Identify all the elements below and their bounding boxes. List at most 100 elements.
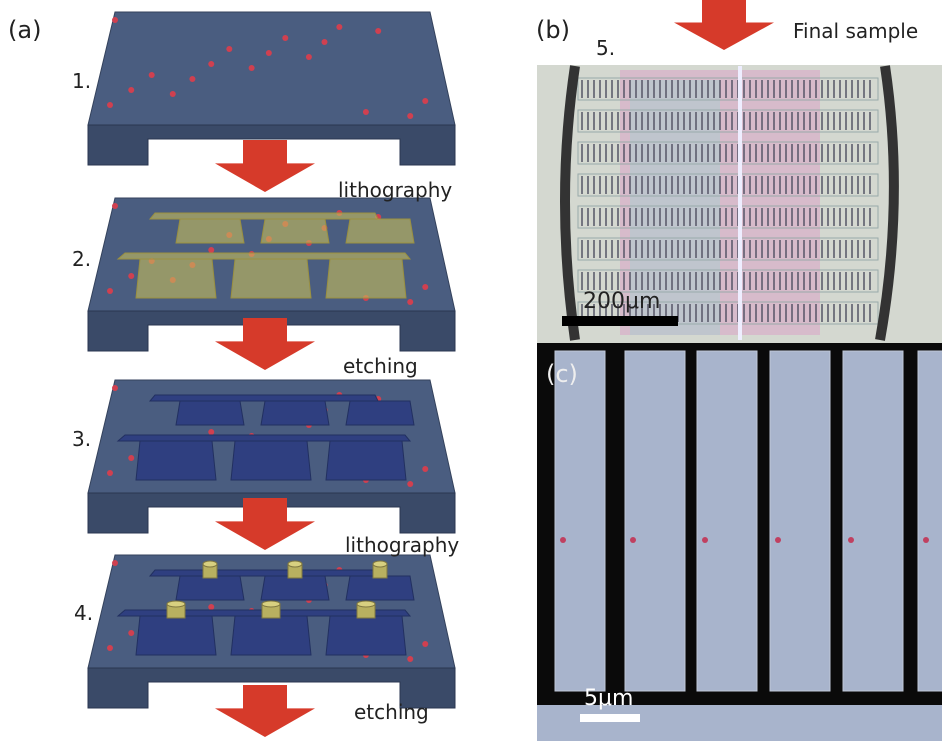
- electrode: [918, 351, 942, 691]
- electrode-bar: [150, 213, 378, 219]
- arrow: [215, 318, 315, 370]
- scale-bar: [562, 316, 678, 326]
- step-label: etching: [354, 700, 429, 724]
- particle: [107, 645, 113, 651]
- defect: [560, 537, 566, 543]
- particle: [208, 429, 214, 435]
- electrode-bar: [150, 570, 378, 576]
- particle: [306, 54, 312, 60]
- particle: [128, 630, 134, 636]
- particle: [189, 76, 195, 82]
- caption: Final sample: [793, 19, 918, 43]
- pad: [346, 401, 414, 425]
- arrow: [215, 685, 315, 737]
- electrode-bar: [118, 435, 410, 441]
- particle: [128, 273, 134, 279]
- particle: [107, 470, 113, 476]
- pad: [326, 259, 406, 298]
- particle: [266, 50, 272, 56]
- pad: [261, 401, 329, 425]
- pad: [176, 401, 244, 425]
- particle: [282, 35, 288, 41]
- pad: [326, 441, 406, 480]
- step-number: 4.: [74, 601, 93, 625]
- particle: [112, 17, 118, 23]
- panel-label: (c): [546, 360, 578, 388]
- defect: [848, 537, 854, 543]
- pad: [346, 219, 414, 243]
- electrode: [697, 351, 757, 691]
- electrode-bar: [118, 253, 410, 259]
- electrode: [555, 351, 605, 691]
- particle: [149, 72, 155, 78]
- pad: [136, 441, 216, 480]
- step-number: 5.: [596, 36, 615, 60]
- defect: [923, 537, 929, 543]
- particle: [422, 98, 428, 104]
- particle: [112, 560, 118, 566]
- particle: [363, 109, 369, 115]
- defect: [775, 537, 781, 543]
- pad: [231, 259, 311, 298]
- particle: [407, 299, 413, 305]
- particle: [208, 604, 214, 610]
- figure: (a) 1. 2. 3. 4. lithography etching lith…: [0, 0, 942, 741]
- panel-label: (b): [536, 16, 570, 44]
- electrode: [625, 351, 685, 691]
- particle: [208, 61, 214, 67]
- step-label: lithography: [338, 178, 452, 202]
- particle: [208, 247, 214, 253]
- particle: [422, 284, 428, 290]
- pad: [346, 576, 414, 600]
- illustrations: [88, 0, 942, 741]
- pad: [261, 219, 329, 243]
- pad: [176, 219, 244, 243]
- particle: [407, 656, 413, 662]
- scale-bar-label: 200μm: [583, 289, 660, 314]
- electrode: [843, 351, 903, 691]
- scale-bar: [580, 714, 640, 722]
- step-label: lithography: [345, 533, 459, 557]
- particle: [375, 28, 381, 34]
- particle: [112, 203, 118, 209]
- particle: [336, 24, 342, 30]
- particle: [112, 385, 118, 391]
- pad: [231, 616, 311, 655]
- step-number: 2.: [72, 247, 91, 271]
- particle: [170, 91, 176, 97]
- particle: [107, 288, 113, 294]
- pad: [176, 576, 244, 600]
- particle: [422, 641, 428, 647]
- panel-label: (a): [8, 16, 41, 44]
- particle: [322, 39, 328, 45]
- pad: [136, 616, 216, 655]
- particle: [107, 102, 113, 108]
- electrode: [770, 351, 830, 691]
- pad: [326, 616, 406, 655]
- defect: [630, 537, 636, 543]
- step-number: 3.: [72, 427, 91, 451]
- pad: [231, 441, 311, 480]
- particle: [407, 113, 413, 119]
- step-label: etching: [343, 354, 418, 378]
- pad: [136, 259, 216, 298]
- arrow: [674, 0, 774, 50]
- pillar-top: [167, 601, 185, 607]
- slab-top: [88, 12, 455, 125]
- pillar-top: [373, 561, 387, 567]
- particle: [407, 481, 413, 487]
- step-number: 1.: [72, 69, 91, 93]
- pillar-top: [357, 601, 375, 607]
- particle: [422, 466, 428, 472]
- pillar-top: [203, 561, 217, 567]
- pad: [261, 576, 329, 600]
- arrow: [215, 140, 315, 192]
- electrode-bar: [150, 395, 378, 401]
- particle: [128, 87, 134, 93]
- defect: [702, 537, 708, 543]
- particle: [128, 455, 134, 461]
- scale-bar-label: 5μm: [584, 686, 633, 711]
- particle: [226, 46, 232, 52]
- pillar-top: [288, 561, 302, 567]
- pillar-top: [262, 601, 280, 607]
